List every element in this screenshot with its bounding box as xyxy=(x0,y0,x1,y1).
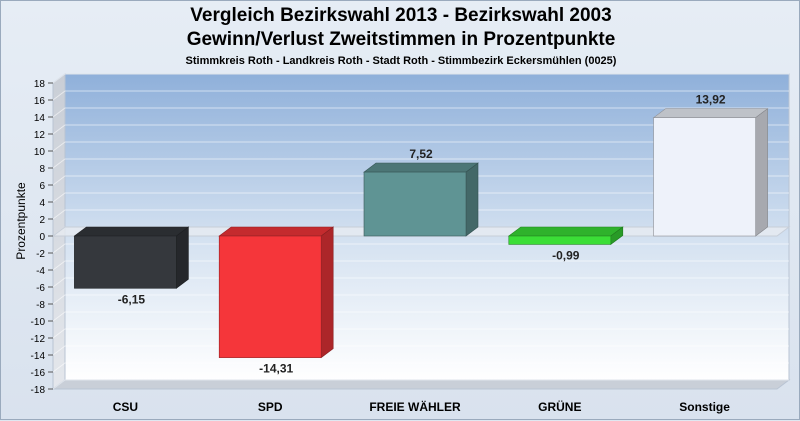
y-tick-label: 6 xyxy=(39,181,45,192)
x-category-label: FREIE WÄHLER xyxy=(369,399,461,414)
y-tick-label: -6 xyxy=(36,283,45,294)
gridline xyxy=(52,243,789,254)
bar-spd xyxy=(218,226,335,359)
bar-side xyxy=(176,226,189,289)
plot-floor xyxy=(51,379,791,390)
y-tick-label: 2 xyxy=(39,215,45,226)
y-tick-label: -18 xyxy=(31,385,46,396)
bar-side xyxy=(755,108,768,237)
x-category-label: SPD xyxy=(258,400,283,414)
bar-value-label: -14,31 xyxy=(259,362,293,376)
y-axis-label-text: Prozentpunkte xyxy=(14,182,28,260)
y-tick-label: -12 xyxy=(31,334,46,345)
bar-front xyxy=(218,235,322,358)
bar-front xyxy=(508,235,612,245)
bar-grüne xyxy=(507,226,624,246)
bar-csu xyxy=(73,226,190,289)
y-tick-label: -8 xyxy=(36,300,45,311)
y-tick-label: 10 xyxy=(34,147,46,158)
y-tick-label: 14 xyxy=(34,113,46,124)
gridline xyxy=(52,175,789,186)
bar-front xyxy=(363,171,467,237)
bar-value-label: 13,92 xyxy=(696,93,726,107)
chart-title: Vergleich Bezirkswahl 2013 - Bezirkswahl… xyxy=(190,5,612,26)
y-axis-label: Prozentpunkte xyxy=(14,182,28,260)
gridline xyxy=(52,209,789,220)
gridline xyxy=(52,379,789,390)
y-tick-label: 16 xyxy=(34,96,46,107)
gridline xyxy=(52,124,789,135)
gridline xyxy=(52,192,789,203)
bar-side xyxy=(320,226,334,359)
x-category-label: GRÜNE xyxy=(538,399,581,414)
y-tick-label: -2 xyxy=(36,249,45,260)
bar-top xyxy=(507,226,624,237)
chart-title-line2: Gewinn/Verlust Zweitstimmen in Prozentpu… xyxy=(186,29,616,50)
zero-plane xyxy=(51,226,791,237)
gridline xyxy=(52,345,789,356)
plot-side-wall xyxy=(52,73,66,390)
y-tick-label: -10 xyxy=(31,317,46,328)
gridline xyxy=(52,328,789,339)
bar-value-label: 7,52 xyxy=(409,147,433,161)
gridline xyxy=(52,158,789,169)
gridline xyxy=(52,90,789,101)
y-tick-label: 18 xyxy=(34,79,46,90)
bar-value-label: -6,15 xyxy=(118,292,146,306)
bar-top xyxy=(652,108,769,118)
gridline xyxy=(52,311,789,322)
gridline xyxy=(52,277,789,288)
bar-value-label: -0,99 xyxy=(552,248,580,262)
bar-freie-wähler xyxy=(363,162,479,237)
bar-front xyxy=(653,117,756,237)
gridline xyxy=(52,294,789,305)
gridline xyxy=(52,107,789,118)
bar-top xyxy=(73,226,190,237)
bar-front xyxy=(74,235,177,289)
y-tick-label: 12 xyxy=(34,130,46,141)
gridline xyxy=(52,226,789,237)
bar-sonstige xyxy=(652,108,769,237)
bar-top xyxy=(218,226,335,237)
y-tick-label: 0 xyxy=(39,232,45,243)
bar-side xyxy=(465,162,479,237)
bar-side xyxy=(610,226,624,246)
plot-area xyxy=(64,73,790,381)
y-tick-label: 8 xyxy=(39,164,45,175)
gridline xyxy=(52,141,789,152)
gridline xyxy=(52,260,789,271)
y-tick-label: -16 xyxy=(31,368,46,379)
x-category-label: CSU xyxy=(113,400,138,414)
chart-subtitle: Stimmkreis Roth - Landkreis Roth - Stadt… xyxy=(185,55,617,67)
y-tick-label: -14 xyxy=(31,351,46,362)
bar-top xyxy=(363,162,479,173)
x-category-label: Sonstige xyxy=(679,400,730,414)
y-tick-label: -4 xyxy=(36,266,45,277)
y-tick-label: 4 xyxy=(39,198,45,209)
gridline xyxy=(52,362,789,373)
gridline xyxy=(52,73,789,84)
